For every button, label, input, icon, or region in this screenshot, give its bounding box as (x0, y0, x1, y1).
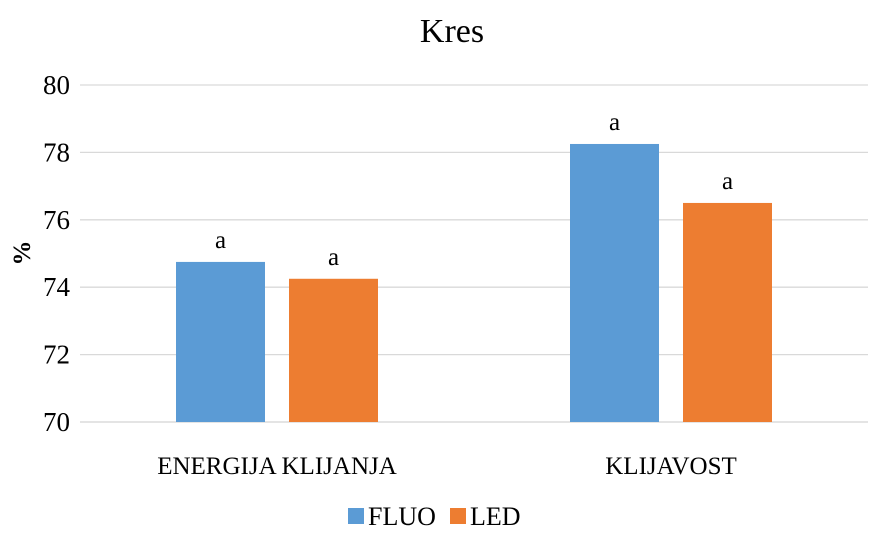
bars (176, 143, 772, 422)
data-label: a (328, 244, 339, 271)
y-tick-label: 80 (43, 70, 70, 100)
legend-label: LED (470, 502, 521, 531)
data-labels: a a a a (215, 109, 733, 271)
y-axis-label: % (9, 241, 36, 266)
y-axis-ticks: 70 72 74 76 78 80 (43, 70, 71, 437)
y-tick-label: 70 (43, 407, 70, 437)
chart-title: Kres (420, 13, 484, 50)
legend-swatch (348, 508, 364, 524)
x-tick-label: ENERGIJA KLIJANJA (157, 453, 397, 480)
data-label: a (215, 227, 226, 254)
x-axis-ticks: ENERGIJA KLIJANJA KLIJAVOST (157, 453, 737, 480)
y-tick-label: 74 (43, 272, 71, 302)
y-tick-label: 78 (43, 137, 70, 167)
bar (176, 261, 265, 422)
data-label: a (722, 168, 733, 195)
legend: FLUO LED (348, 502, 521, 531)
legend-label: FLUO (368, 502, 436, 531)
data-label: a (609, 109, 620, 136)
y-tick-label: 76 (43, 205, 70, 235)
bar (289, 278, 378, 422)
bar (683, 202, 772, 422)
x-tick-label: KLIJAVOST (605, 453, 737, 480)
bar (570, 143, 659, 422)
legend-swatch (450, 508, 466, 524)
y-tick-label: 72 (43, 340, 70, 370)
